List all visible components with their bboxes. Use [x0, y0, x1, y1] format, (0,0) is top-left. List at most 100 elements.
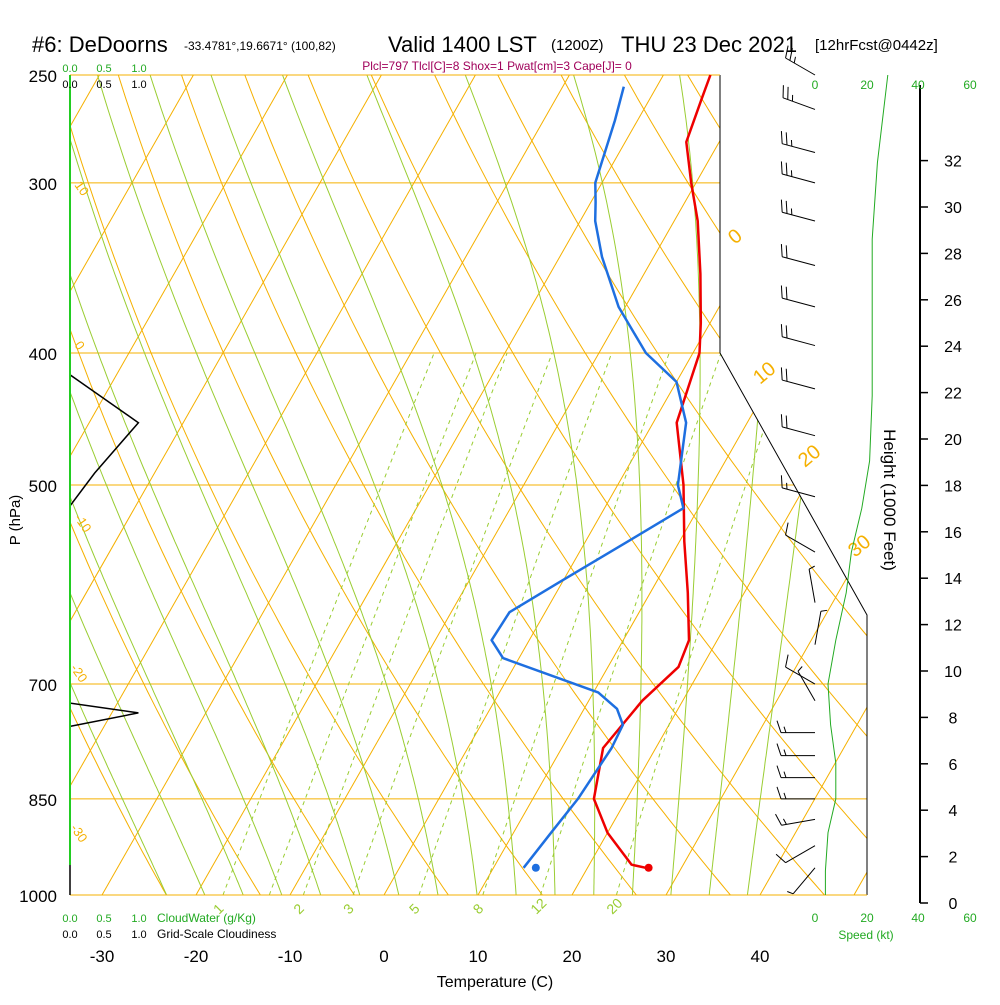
theta-label: -10: [72, 511, 95, 535]
wind-barb: [781, 475, 815, 496]
pressure-tick-label: 300: [29, 175, 57, 194]
surface-dewpoint-marker: [532, 864, 540, 872]
forecast-info: [12hrFcst@0442z]: [815, 37, 938, 54]
moist-adiabat: [362, 63, 555, 924]
cloudwater-scale-top: 1.0: [131, 63, 146, 75]
mixing-ratio-line: [353, 353, 552, 895]
isotherm-label: 10: [749, 358, 780, 389]
cloudiness-label: Grid-Scale Cloudiness: [157, 927, 276, 941]
height-tick-label: 20: [944, 432, 962, 449]
height-tick-label: 32: [944, 154, 962, 171]
mixing-ratio-line: [223, 353, 434, 895]
moist-adiabat: [744, 63, 851, 924]
isotherm-label: 30: [844, 531, 875, 562]
wind-barb: [777, 721, 815, 733]
mixing-ratio-label: 5: [406, 900, 423, 917]
theta-label: -30: [68, 821, 91, 845]
pressure-tick-label: 850: [29, 791, 57, 810]
theta-label: 10: [72, 178, 93, 198]
mixing-ratio-line: [483, 353, 669, 895]
pressure-tick-label: 1000: [19, 887, 57, 906]
mixing-ratio-label: 2: [290, 900, 307, 917]
wind-barb: [781, 244, 815, 265]
cloudwater-label: CloudWater (g/Kg): [157, 911, 256, 925]
height-tick-label: 6: [949, 757, 958, 774]
height-axis-title: Height (1000 Feet): [880, 429, 899, 571]
temperature-tick-label: -30: [90, 947, 115, 966]
height-tick-label: 14: [944, 571, 962, 588]
valid-time: Valid 1400 LST: [388, 32, 537, 57]
height-tick-label: 28: [944, 246, 962, 263]
wind-barb: [776, 846, 815, 863]
cloudwater-scale-top: 0.0: [62, 63, 77, 75]
cloudwater-scale-bottom: 1.0: [131, 913, 146, 925]
cloudwater-scale-bottom: 0.5: [96, 913, 111, 925]
height-tick-label: 2: [949, 850, 958, 867]
cloudiness-scale-top: 0.5: [96, 79, 111, 91]
moist-adiabat: [48, 63, 367, 924]
height-tick-label: 30: [944, 200, 962, 217]
dry-adiabat: [423, 51, 1000, 924]
wind-barb: [777, 787, 815, 799]
wind-barb: [777, 744, 815, 756]
plot-area: [0, 51, 1000, 924]
moist-adiabat: [94, 63, 405, 924]
dry-adiabat: [236, 51, 755, 924]
dewpoint-line: [492, 87, 686, 868]
temperature-tick-label: -10: [278, 947, 303, 966]
dry-adiabat: [111, 51, 564, 924]
valid-date: THU 23 Dec 2021: [621, 32, 797, 57]
theta-label: -20: [68, 661, 91, 685]
cloudwater-scale-top: 0.5: [96, 63, 111, 75]
temperature-tick-label: 10: [469, 947, 488, 966]
moist-adiabat: [207, 63, 481, 924]
mixing-ratio-label: 20: [603, 895, 625, 917]
dry-adiabat: [0, 51, 183, 924]
mixing-ratio-line: [303, 353, 507, 895]
speed-tick-top: 40: [911, 78, 925, 92]
speed-tick-top: 0: [812, 78, 819, 92]
height-tick-label: 24: [944, 339, 962, 356]
dry-adiabat: [298, 51, 850, 924]
isotherm-label: 20: [794, 441, 825, 472]
cloudiness-scale-bottom: 0.0: [62, 929, 77, 941]
y-axis-title: P (hPa): [7, 495, 24, 546]
pressure-tick-label: 700: [29, 676, 57, 695]
height-tick-label: 4: [949, 803, 958, 820]
wind-barb: [781, 131, 815, 152]
temperature-tick-label: 30: [657, 947, 676, 966]
surface-temperature-marker: [645, 864, 653, 872]
wind-barb: [781, 285, 815, 306]
temperature-tick-label: 20: [563, 947, 582, 966]
cloudiness-scale-bottom: 1.0: [131, 929, 146, 941]
cloudiness-scale-bottom: 0.5: [96, 929, 111, 941]
utc-time: (1200Z): [551, 37, 604, 54]
dry-adiabat: [361, 51, 946, 924]
mixing-ratio-label: 12: [527, 895, 549, 917]
temperature-tick-label: 40: [751, 947, 770, 966]
height-tick-label: 8: [949, 710, 958, 727]
speed-tick-bottom: 0: [812, 911, 819, 925]
dry-adiabat: [611, 51, 1000, 924]
wind-barb: [781, 414, 815, 435]
isotherm-label: 0: [724, 225, 747, 249]
station-coords: -33.4781°,19.6671° (100,82): [184, 39, 336, 53]
cloudiness-scale-top: 0.0: [62, 79, 77, 91]
wind-barb: [775, 814, 815, 825]
speed-tick-bottom: 60: [963, 911, 977, 925]
speed-tick-bottom: 40: [911, 911, 925, 925]
temperature-tick-label: -20: [184, 947, 209, 966]
wind-barb: [781, 367, 815, 388]
wind-barb: [787, 868, 815, 894]
stability-indices: Plcl=797 Tlcl[C]=8 Shox=1 Pwat[cm]=3 Cap…: [362, 59, 632, 73]
height-tick-label: 10: [944, 664, 962, 681]
wind-barb: [781, 324, 815, 345]
speed-axis-label: Speed (kt): [838, 928, 893, 942]
height-tick-label: 0: [949, 896, 958, 913]
temperature-tick-label: 0: [379, 947, 388, 966]
isotherm-line: [0, 75, 5, 895]
height-tick-label: 22: [944, 386, 962, 403]
moist-adiabat: [461, 63, 595, 924]
